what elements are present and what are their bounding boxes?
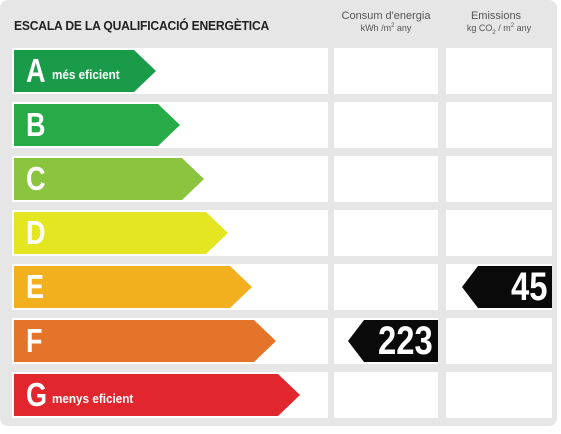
rating-arrow-b: B [14, 104, 180, 146]
consum-cell-g [334, 372, 438, 418]
consum-header-unit: kWh /m2 any [360, 22, 412, 33]
energy-label: ESCALA DE LA QUALIFICACIÓ ENERGÈTICA Con… [0, 0, 557, 426]
emissions-value-badge: 45 [462, 266, 552, 308]
emissions-column-header: Emissions kg CO2 / m2 any [446, 10, 552, 36]
rating-row-b: B [0, 102, 557, 148]
rating-arrow-d: D [14, 212, 228, 254]
emissions-header-title: Emissions [470, 10, 522, 22]
consum-cell-d [334, 210, 438, 256]
consum-column-header: Consum d'energia kWh /m2 any [334, 10, 438, 33]
consum-cell-e [334, 264, 438, 310]
emissions-cell-f [446, 318, 552, 364]
emissions-cell-c [446, 156, 552, 202]
rating-arrow-c: C [14, 158, 204, 200]
rating-letter: G [26, 376, 48, 413]
emissions-cell-d [446, 210, 552, 256]
consum-cell-c [334, 156, 438, 202]
rating-arrow-f: F [14, 320, 276, 362]
emissions-cell-a [446, 48, 552, 94]
rating-sublabel: menys eficient [52, 391, 134, 406]
emissions-cell-g [446, 372, 552, 418]
emissions-value: 45 [510, 265, 547, 309]
rating-row-e: E 45 [0, 264, 557, 310]
consum-header-title: Consum d'energia [341, 10, 431, 22]
consum-value: 223 [378, 319, 433, 363]
emissions-cell-b [446, 102, 552, 148]
rating-sublabel: més eficient [52, 67, 120, 82]
consum-value-badge: 223 [348, 320, 438, 362]
rating-letter: D [26, 214, 46, 251]
rating-letter: F [26, 322, 43, 359]
rating-letter: C [26, 160, 46, 197]
rating-row-c: C [0, 156, 557, 202]
emissions-header-unit: kg CO2 / m2 any [466, 22, 532, 36]
rating-row-f: F 223 [0, 318, 557, 364]
rating-letter: E [26, 268, 45, 305]
rating-letter: A [26, 52, 46, 89]
rating-row-d: D [0, 210, 557, 256]
consum-cell-b [334, 102, 438, 148]
rating-arrow-e: E [14, 266, 252, 308]
consum-cell-a [334, 48, 438, 94]
rating-letter: B [26, 106, 46, 143]
label-title: ESCALA DE LA QUALIFICACIÓ ENERGÈTICA [14, 18, 270, 33]
